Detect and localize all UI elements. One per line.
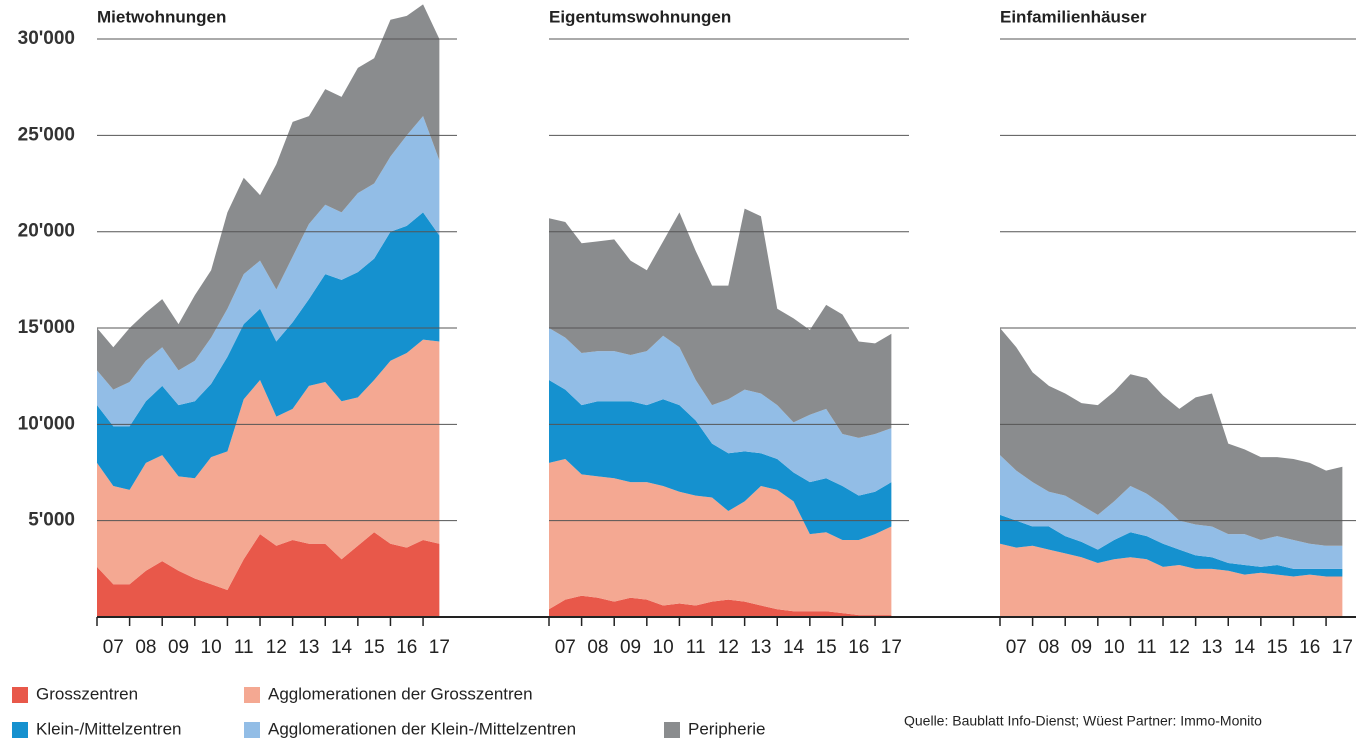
area bbox=[97, 339, 440, 591]
x-tick-label: 14 bbox=[783, 637, 805, 658]
x-tick-label: 08 bbox=[135, 637, 156, 658]
legend-swatch bbox=[12, 687, 28, 703]
x-tick-label: 17 bbox=[429, 637, 450, 658]
x-tick-label: 12 bbox=[718, 637, 739, 658]
panel-title: Eigentumswohnungen bbox=[549, 7, 731, 26]
x-tick-label: 07 bbox=[555, 637, 576, 658]
legend-swatch bbox=[244, 722, 260, 738]
area bbox=[1000, 455, 1343, 569]
area bbox=[549, 328, 892, 496]
x-tick-label: 14 bbox=[1234, 637, 1256, 658]
area bbox=[549, 208, 892, 438]
y-tick-label: 20'000 bbox=[18, 221, 75, 242]
area bbox=[1000, 328, 1343, 546]
x-tick-label: 13 bbox=[1201, 637, 1222, 658]
legend-label: Grosszentren bbox=[36, 684, 138, 703]
x-tick-label: 07 bbox=[1006, 637, 1027, 658]
x-tick-label: 17 bbox=[881, 637, 902, 658]
x-tick-label: 10 bbox=[201, 637, 222, 658]
legend-label: Peripherie bbox=[688, 719, 766, 738]
y-tick-label: 10'000 bbox=[18, 413, 75, 434]
x-tick-label: 13 bbox=[298, 637, 319, 658]
area bbox=[1000, 514, 1343, 577]
legend-label: Agglomerationen der Grosszentren bbox=[268, 684, 533, 703]
x-tick-label: 16 bbox=[1299, 637, 1320, 658]
x-tick-label: 09 bbox=[620, 637, 641, 658]
x-tick-label: 13 bbox=[750, 637, 771, 658]
x-tick-label: 15 bbox=[816, 637, 837, 658]
legend-swatch bbox=[12, 722, 28, 738]
x-tick-label: 10 bbox=[1104, 637, 1125, 658]
x-tick-label: 11 bbox=[1137, 637, 1157, 658]
area bbox=[97, 212, 440, 490]
legend-swatch bbox=[664, 722, 680, 738]
legend-label: Agglomerationen der Klein-/Mittelzentren bbox=[268, 719, 576, 738]
y-tick-label: 15'000 bbox=[18, 317, 75, 338]
x-tick-label: 15 bbox=[364, 637, 385, 658]
legend-swatch bbox=[244, 687, 260, 703]
legend-label: Klein-/Mittelzentren bbox=[36, 719, 182, 738]
x-tick-label: 14 bbox=[331, 637, 353, 658]
x-tick-label: 12 bbox=[266, 637, 287, 658]
area bbox=[549, 380, 892, 540]
x-tick-label: 12 bbox=[1169, 637, 1190, 658]
x-tick-label: 08 bbox=[1038, 637, 1059, 658]
area bbox=[1000, 543, 1343, 617]
y-tick-label: 30'000 bbox=[18, 28, 75, 49]
source: Quelle: Baublatt Info-Dienst; Wüest Part… bbox=[904, 713, 1262, 729]
y-tick-label: 5'000 bbox=[28, 510, 75, 531]
x-tick-label: 11 bbox=[234, 637, 254, 658]
x-tick-label: 08 bbox=[587, 637, 608, 658]
area bbox=[97, 116, 440, 427]
x-tick-label: 15 bbox=[1267, 637, 1288, 658]
x-tick-label: 09 bbox=[1071, 637, 1092, 658]
x-tick-label: 07 bbox=[103, 637, 124, 658]
area bbox=[97, 4, 440, 390]
x-tick-label: 16 bbox=[848, 637, 869, 658]
x-tick-label: 10 bbox=[653, 637, 674, 658]
area bbox=[549, 459, 892, 616]
y-tick-label: 25'000 bbox=[18, 124, 75, 145]
x-tick-label: 09 bbox=[168, 637, 189, 658]
x-tick-label: 11 bbox=[686, 637, 706, 658]
x-tick-label: 17 bbox=[1332, 637, 1353, 658]
area bbox=[97, 532, 440, 617]
panel-title: Einfamilienhäuser bbox=[1000, 7, 1147, 26]
panel-title: Mietwohnungen bbox=[97, 7, 226, 26]
area bbox=[549, 595, 892, 617]
x-tick-label: 16 bbox=[396, 637, 417, 658]
